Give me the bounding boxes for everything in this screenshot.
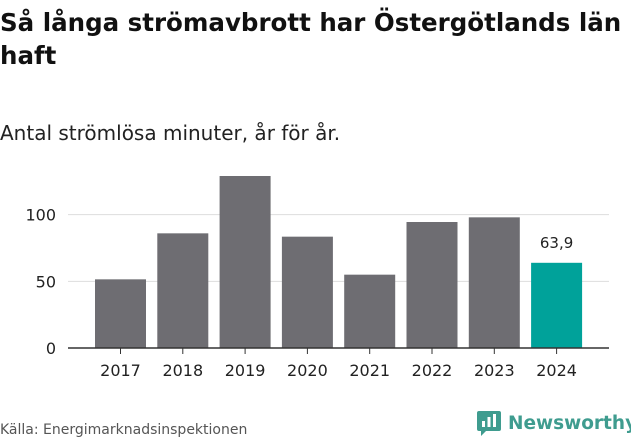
bar-2023 (468, 217, 520, 348)
x-tick-label: 2023 (474, 361, 515, 380)
bar-2020 (281, 236, 333, 348)
bar-2022 (406, 222, 458, 348)
x-tick-label: 2019 (225, 361, 266, 380)
x-tick-label: 2017 (100, 361, 141, 380)
y-tick-label: 0 (46, 339, 56, 358)
labels: 0 50 100 2017 2018 2019 2020 2021 2022 2023 2024 63… (25, 206, 577, 380)
chart-subtitle: Antal strömlösa minuter, år för år. (0, 121, 341, 145)
x-tick-label: 2020 (287, 361, 328, 380)
brand-logo: Newsworthy (476, 409, 631, 437)
data-label-2024: 63,9 (540, 234, 573, 252)
source-note: Källa: Energimarknadsinspektionen (0, 422, 248, 438)
x-tick-label: 2018 (162, 361, 203, 380)
axes (68, 347, 609, 354)
bar-2021 (344, 274, 396, 348)
bar-2018 (157, 233, 209, 348)
bars (95, 176, 583, 348)
y-tick-label: 50 (36, 272, 56, 291)
chart-title: Så långa strömavbrott har Östergötlands … (0, 8, 622, 70)
grid-lines (68, 214, 609, 282)
x-tick-label: 2022 (412, 361, 453, 380)
x-tick-label: 2024 (536, 361, 577, 380)
newsworthy-logo-icon (477, 411, 501, 436)
bar-2017 (95, 279, 146, 348)
y-tick-label: 100 (25, 206, 56, 225)
bar-2024 (531, 262, 583, 348)
bar-2019 (219, 176, 271, 348)
brand-name: Newsworthy (508, 412, 631, 434)
x-tick-label: 2021 (349, 361, 390, 380)
